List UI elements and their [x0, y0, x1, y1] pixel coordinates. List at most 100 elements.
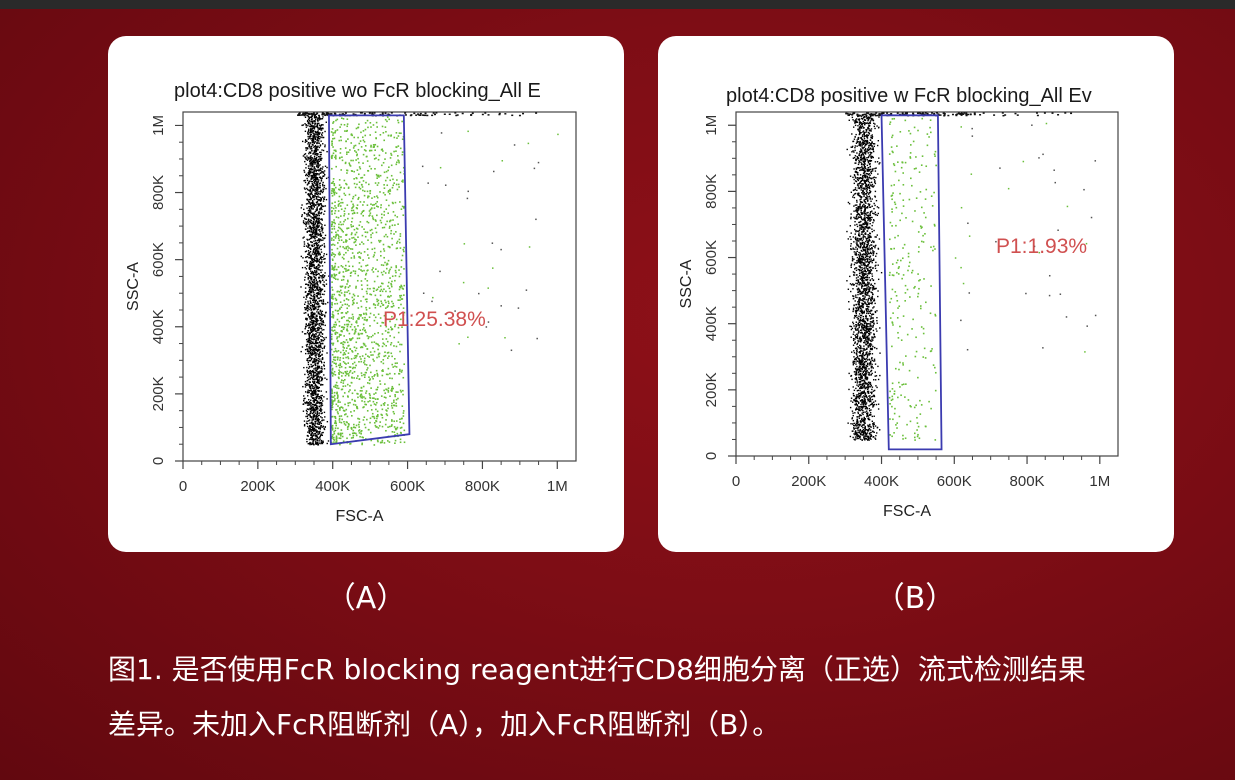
event [314, 348, 317, 350]
gated-event [395, 183, 398, 186]
event [314, 312, 316, 314]
gated-event [350, 339, 353, 341]
event [309, 441, 311, 444]
gated-event [335, 207, 337, 209]
saturated-event [371, 112, 374, 114]
event [310, 171, 312, 174]
gated-event [354, 366, 356, 369]
event [852, 157, 855, 159]
event [306, 379, 308, 382]
event [867, 187, 869, 189]
gated-event [331, 333, 333, 336]
gated-event [353, 357, 356, 360]
event [308, 247, 311, 249]
event [304, 287, 307, 289]
gated-event [340, 342, 342, 345]
gated-event [334, 212, 336, 215]
gated-event [331, 369, 334, 371]
event [313, 134, 315, 137]
gated-event [366, 287, 369, 290]
plot-frame [182, 111, 577, 462]
gated-event [364, 403, 366, 406]
event [314, 235, 317, 237]
gated-event [340, 388, 343, 391]
gated-event [358, 337, 361, 340]
gated-event [376, 298, 378, 301]
gated-event [384, 307, 387, 309]
gated-event [347, 319, 350, 322]
event [320, 133, 323, 136]
event [320, 171, 323, 173]
event [317, 118, 319, 121]
gated-event [339, 443, 341, 446]
event [311, 397, 314, 400]
gated-event [372, 354, 374, 356]
gated-event [383, 187, 386, 189]
gated-event [358, 123, 360, 126]
event [307, 181, 310, 184]
event [855, 253, 858, 255]
event [318, 382, 320, 384]
gated-event [399, 441, 402, 444]
gated-event [387, 373, 389, 376]
event [317, 362, 319, 365]
gated-event [383, 256, 385, 259]
event [317, 297, 319, 300]
event [313, 186, 316, 189]
gated-event [397, 331, 400, 334]
event [315, 217, 317, 220]
event [308, 268, 311, 270]
event [318, 306, 320, 308]
event [309, 214, 311, 217]
gated-event [353, 145, 355, 147]
event [310, 180, 313, 183]
gated-event [358, 432, 361, 434]
event [310, 282, 312, 285]
gated-event [333, 439, 336, 441]
gated-event [366, 196, 369, 199]
gated-event [393, 404, 395, 407]
gated-event [400, 294, 403, 297]
gated-event [346, 437, 348, 440]
gated-event [331, 144, 333, 146]
event [313, 146, 315, 148]
gated-event [389, 320, 391, 323]
event [312, 415, 314, 418]
event [319, 435, 321, 438]
event [321, 412, 323, 414]
event [316, 323, 318, 325]
event [308, 144, 311, 146]
event [307, 209, 310, 212]
event [318, 128, 321, 130]
event [312, 224, 314, 227]
gated-event [349, 165, 352, 167]
gated-event [368, 257, 370, 259]
event [311, 334, 314, 336]
event [301, 331, 304, 333]
gated-event [337, 427, 339, 430]
event [302, 385, 304, 388]
event [316, 125, 319, 127]
gated-event [366, 119, 369, 122]
event [309, 321, 311, 323]
gated-event [331, 402, 334, 405]
event [309, 443, 311, 446]
event [303, 171, 306, 173]
gated-event [394, 201, 397, 204]
gated-event [351, 432, 354, 435]
event [309, 332, 311, 335]
gated-event [367, 428, 370, 431]
event [306, 331, 309, 334]
event [317, 142, 319, 144]
gated-event [335, 273, 338, 276]
event [317, 212, 320, 214]
gated-event [351, 414, 353, 417]
event [861, 312, 864, 315]
event [310, 323, 312, 326]
event [314, 144, 317, 147]
gated-event [355, 231, 358, 234]
gated-event [336, 336, 339, 338]
gated-event [385, 301, 387, 304]
event [306, 382, 308, 385]
event [310, 177, 313, 179]
